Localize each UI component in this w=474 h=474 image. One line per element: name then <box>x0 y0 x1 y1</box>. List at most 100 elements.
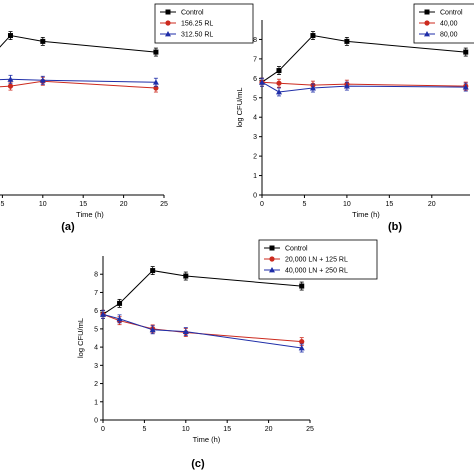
data-point <box>40 38 46 44</box>
data-point <box>7 76 14 82</box>
y-tick-label: 5 <box>94 326 98 333</box>
y-tick-label: 2 <box>94 381 98 388</box>
y-tick-label: 6 <box>94 308 98 315</box>
data-point <box>275 88 282 95</box>
data-point <box>310 33 316 39</box>
legend-marker <box>424 31 430 37</box>
y-tick-label: 4 <box>253 115 257 122</box>
x-tick-label: 10 <box>39 201 47 208</box>
legend-marker <box>424 9 430 15</box>
data-point <box>298 345 305 351</box>
data-point <box>116 315 123 322</box>
y-tick-label: 2 <box>253 154 257 161</box>
legend-label: 156.25 RL <box>181 21 213 28</box>
chart-panel-b: 0 5 10 15 20 0 1 2 3 4 5 6 7 8 Time (h) log CFU/mL Contr… <box>235 3 474 233</box>
y-tick-label: 7 <box>94 290 98 297</box>
y-tick-label: 0 <box>253 193 257 200</box>
x-tick-label: 0 <box>101 426 105 433</box>
panel-label: (a) <box>61 221 75 233</box>
x-axis-title: Time (h) <box>193 435 221 444</box>
data-point <box>117 300 123 306</box>
legend-label: 312.50 RL <box>181 32 213 39</box>
y-tick-label: 5 <box>253 95 257 102</box>
data-point <box>7 83 14 89</box>
data-point <box>276 68 282 74</box>
y-tick-label: 7 <box>253 56 257 63</box>
data-point <box>344 38 350 44</box>
data-point <box>153 49 159 55</box>
panel-label: (b) <box>388 221 402 233</box>
legend: Control 20,000 LN + 125 RL 40,000 LN + 250… <box>258 239 378 280</box>
x-tick-label: 15 <box>385 201 393 208</box>
legend-marker <box>269 256 275 262</box>
series-line-0 <box>0 35 156 53</box>
data-point <box>100 311 106 317</box>
legend-label: Control <box>285 246 308 253</box>
x-tick-label: 0 <box>260 201 264 208</box>
data-point <box>276 80 282 86</box>
x-tick-label: 5 <box>142 426 146 433</box>
x-tick-label: 5 <box>0 201 4 208</box>
x-tick-label: 20 <box>265 426 273 433</box>
x-tick-label: 10 <box>182 426 190 433</box>
chart-panel-c: 0 5 10 15 20 25 0 1 2 3 4 5 6 7 8 Time (h) log CFU/mL Con… <box>76 239 378 470</box>
x-tick-label: 5 <box>302 201 306 208</box>
data-point <box>309 85 316 91</box>
y-tick-label: 4 <box>94 345 98 352</box>
x-tick-label: 15 <box>223 426 231 433</box>
x-tick-label: 15 <box>79 201 87 208</box>
series-line-2 <box>0 78 156 83</box>
data-point <box>463 49 469 55</box>
legend-label: 20,000 LN + 125 RL <box>285 257 348 264</box>
x-tick-label: 25 <box>306 426 314 433</box>
legend-marker <box>269 245 275 251</box>
y-axis-title: log CFU/mL <box>76 318 85 358</box>
series-line-2 <box>102 313 302 349</box>
data-point <box>182 328 189 335</box>
legend-label: Control <box>440 10 463 17</box>
y-tick-label: 1 <box>94 399 98 406</box>
x-tick-label: 10 <box>343 201 351 208</box>
panel-label: (c) <box>191 458 205 470</box>
legend-marker <box>165 20 171 26</box>
data-point <box>259 79 265 85</box>
y-tick-label: 6 <box>253 76 257 83</box>
data-point <box>39 77 46 83</box>
data-point <box>7 33 13 39</box>
data-point <box>462 84 469 90</box>
x-tick-label: 20 <box>120 201 128 208</box>
data-point <box>183 273 189 279</box>
data-point <box>152 79 159 85</box>
y-tick-label: 3 <box>253 134 257 141</box>
legend-label: Control <box>181 10 204 17</box>
series-line-1 <box>102 313 302 343</box>
legend-marker <box>165 31 171 37</box>
series-line-1 <box>261 81 466 87</box>
x-axis-title: Time (h) <box>352 210 380 219</box>
y-tick-label: 8 <box>253 37 257 44</box>
data-point <box>299 283 305 289</box>
data-point <box>150 268 156 274</box>
x-axis-title: Time (h) <box>76 210 104 219</box>
data-point <box>149 326 156 333</box>
legend-label: 40,00 <box>440 21 458 28</box>
y-tick-label: 3 <box>94 363 98 370</box>
legend: Control 40,00 80,00 <box>413 3 474 44</box>
legend-label: 40,000 LN + 250 RL <box>285 268 348 275</box>
legend-label: 80,00 <box>440 32 458 39</box>
y-tick-label: 1 <box>253 173 257 180</box>
data-point <box>343 83 350 89</box>
data-point <box>299 339 305 345</box>
legend-marker <box>165 9 171 15</box>
x-tick-label: 25 <box>160 201 168 208</box>
y-tick-label: 0 <box>94 418 98 425</box>
y-axis-title: log CFU/mL <box>235 87 244 127</box>
legend: Control 156.25 RL 312.50 RL <box>154 3 254 44</box>
x-tick-label: 20 <box>428 201 436 208</box>
y-tick-label: 8 <box>94 272 98 279</box>
legend-marker <box>269 267 275 273</box>
data-point <box>153 85 159 91</box>
legend-marker <box>424 20 430 26</box>
